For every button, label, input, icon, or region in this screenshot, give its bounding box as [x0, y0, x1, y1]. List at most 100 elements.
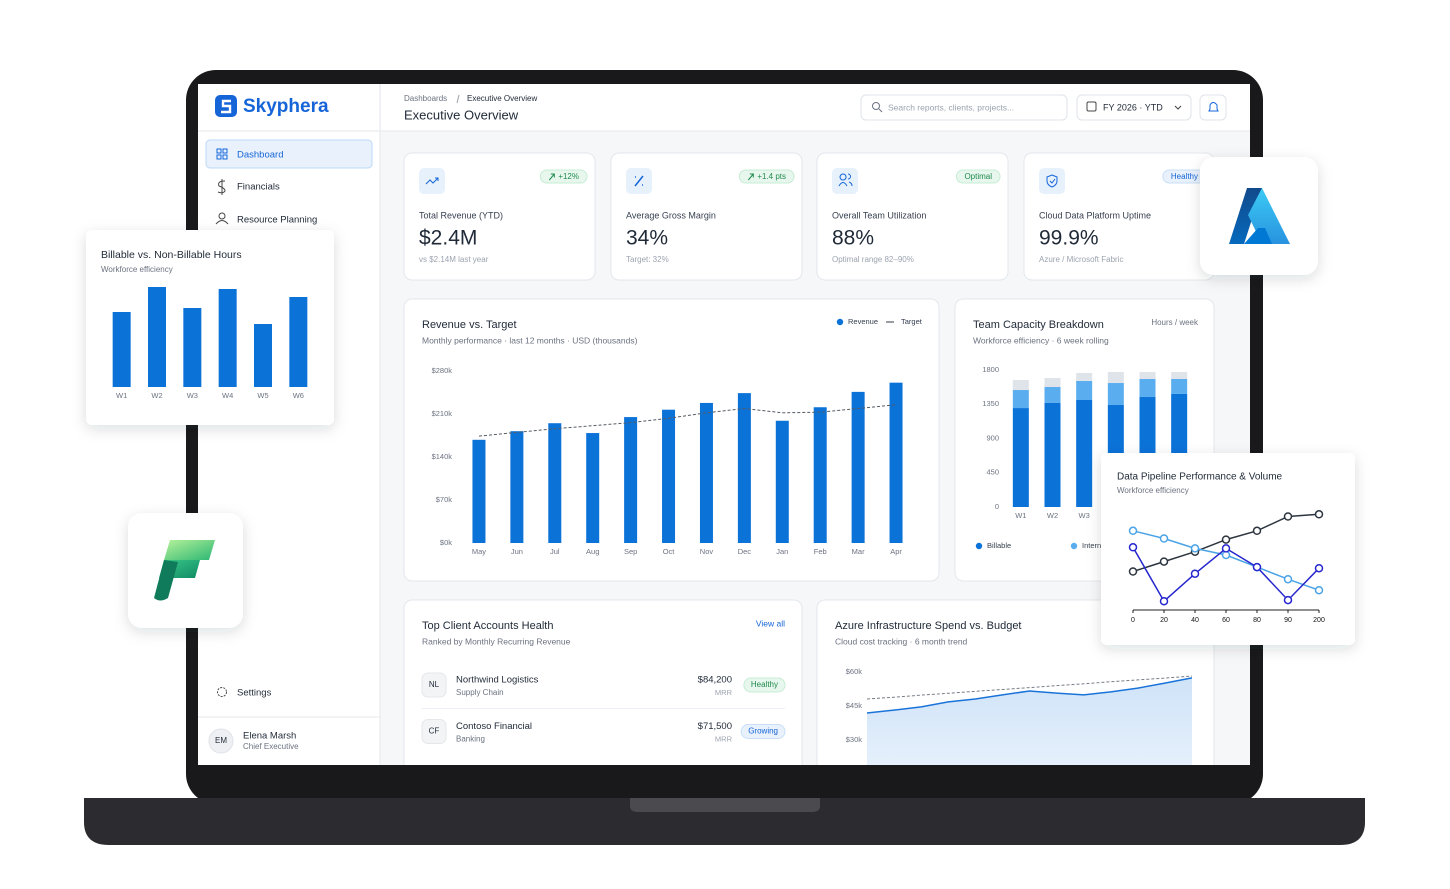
bell-icon — [1208, 102, 1219, 112]
chart-title: Azure Infrastructure Spend vs. Budget — [835, 620, 1022, 632]
nav-icon — [218, 212, 226, 220]
point — [1221, 535, 1231, 544]
notifications[interactable] — [1199, 94, 1227, 121]
point — [1159, 557, 1169, 566]
client-mrr-unit: MRR — [715, 734, 733, 743]
point — [1159, 596, 1169, 606]
point — [1314, 563, 1324, 573]
card — [403, 599, 803, 765]
client-name[interactable]: Northwind Logistics — [456, 675, 539, 686]
search-icon — [872, 102, 880, 110]
y-tick-label: $60k — [846, 667, 863, 676]
bar — [1012, 379, 1029, 391]
nav-icon — [216, 154, 222, 160]
area — [867, 677, 1192, 765]
x-tick-label: 20 — [1160, 617, 1168, 624]
kpi-card — [403, 152, 596, 281]
badge — [539, 169, 588, 184]
legend-swatch — [1070, 542, 1078, 550]
laptop-notch — [630, 798, 820, 812]
point — [1128, 567, 1138, 576]
x-tick-label: W1 — [116, 391, 127, 400]
card-subtitle: Ranked by Monthly Recurring Revenue — [422, 636, 571, 646]
period-select[interactable] — [1076, 94, 1192, 121]
badge-text: +12% — [558, 172, 579, 181]
kpi-card — [816, 152, 1009, 281]
status-text: Healthy — [751, 680, 778, 689]
bar — [1012, 390, 1029, 409]
x-tick-label: 80 — [1253, 617, 1261, 624]
chevron — [1174, 105, 1182, 110]
bar — [112, 312, 131, 387]
bar — [889, 382, 903, 543]
search-box[interactable] — [860, 94, 1068, 121]
x-tick-label: 0 — [1131, 617, 1135, 624]
x-tick-label: W5 — [257, 391, 268, 400]
bar — [1107, 383, 1124, 406]
x-tick-label: Mar — [852, 547, 865, 556]
chart-title: Data Pipeline Performance & Volume — [1117, 472, 1283, 483]
search-icon — [878, 108, 883, 113]
bar — [183, 308, 202, 387]
calendar-icon — [1086, 101, 1097, 112]
icon-glyph — [425, 177, 439, 185]
bar — [737, 393, 751, 543]
icon-glyph — [1046, 174, 1058, 188]
legend-label: Revenue — [848, 317, 878, 326]
point — [1252, 562, 1262, 572]
nav-icon — [222, 148, 228, 154]
bar — [1044, 386, 1061, 403]
y-tick-label: $0k — [440, 538, 452, 547]
settings-icon — [217, 687, 227, 697]
brand-icon-glyph — [221, 99, 232, 114]
avatar — [208, 728, 234, 754]
bar — [586, 433, 600, 543]
x-tick-label: Aug — [586, 547, 599, 556]
bar — [1076, 372, 1093, 381]
badge-text: Optimal — [964, 172, 992, 181]
client-name[interactable]: Contoso Financial — [456, 721, 532, 732]
point — [1252, 526, 1262, 536]
avatar-initials: EM — [215, 736, 227, 745]
nav-icon — [222, 154, 228, 160]
dashed-line — [866, 675, 1193, 700]
point — [1128, 526, 1138, 536]
status-badge — [740, 724, 786, 739]
page-title: Executive Overview — [404, 107, 519, 122]
bar — [1012, 408, 1029, 507]
nav-active[interactable] — [205, 139, 373, 169]
nav-icon — [215, 220, 229, 225]
point — [1283, 574, 1293, 584]
y-tick-label: 0 — [995, 502, 999, 511]
x-tick-label: 90 — [1284, 617, 1292, 624]
chart-subtitle: Cloud cost tracking · 6 month trend — [835, 636, 968, 646]
x-tick-label: 40 — [1191, 617, 1199, 624]
icon-glyph — [838, 173, 853, 187]
legend-swatch — [975, 542, 983, 550]
bar — [851, 391, 865, 543]
nav-item[interactable]: Settings — [237, 688, 272, 699]
kpi-label: Overall Team Utilization — [832, 210, 926, 220]
bar — [662, 409, 676, 543]
unit-label: Hours / week — [1151, 318, 1199, 327]
nav-item[interactable]: Resource Planning — [237, 215, 317, 226]
chart-subtitle: Workforce efficiency — [1117, 486, 1189, 495]
client-initials-box — [421, 719, 447, 744]
legend-swatch — [836, 318, 844, 326]
nav-item[interactable]: Dashboard — [237, 150, 283, 161]
laptop-base — [84, 798, 1365, 845]
x-tick-label: W3 — [187, 391, 198, 400]
breadcrumb[interactable]: Dashboards — [404, 94, 447, 103]
x-tick-label: W1 — [1015, 511, 1026, 520]
badge-arrow — [747, 173, 754, 181]
view-all[interactable]: View all — [756, 618, 785, 628]
y-tick-label: 450 — [986, 468, 999, 477]
point — [1283, 512, 1293, 521]
kpi-label: Average Gross Margin — [626, 210, 716, 220]
nav-item[interactable]: Financials — [237, 182, 280, 193]
point — [1190, 569, 1200, 578]
x-tick-label: W3 — [1079, 511, 1090, 520]
bar — [1171, 378, 1188, 394]
bar — [1171, 371, 1188, 379]
